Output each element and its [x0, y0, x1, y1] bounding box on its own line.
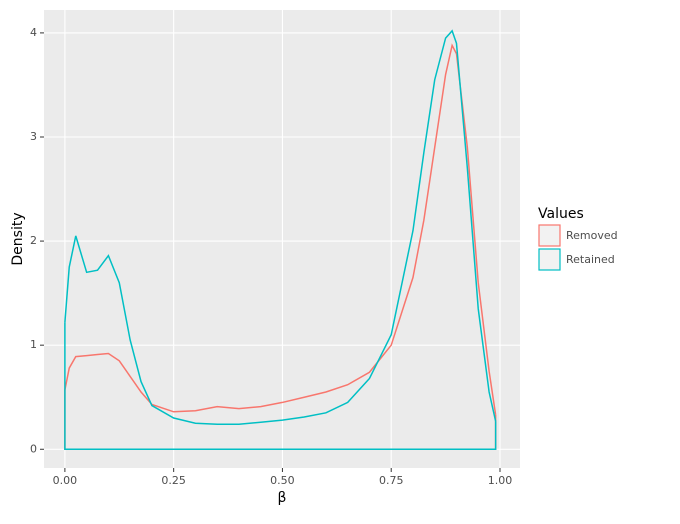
density-outline — [64, 322, 497, 451]
legend-label: Retained — [566, 253, 615, 266]
density-line — [64, 43, 497, 416]
x-tick-label: 0.00 — [53, 474, 78, 487]
y-tick-label: 4 — [30, 26, 37, 39]
y-tick-label: 1 — [30, 338, 37, 351]
legend-title: Values — [538, 206, 584, 222]
x-tick-label: 1.00 — [488, 474, 513, 487]
x-tick-label: 0.75 — [379, 474, 404, 487]
y-tick-label: 3 — [30, 130, 37, 143]
density-line — [64, 29, 497, 426]
x-axis-label: β — [278, 490, 287, 506]
legend-key — [538, 248, 561, 271]
y-tick-label: 2 — [30, 234, 37, 247]
y-axis-label: Density — [10, 212, 26, 265]
legend-key — [538, 224, 561, 247]
legend-label: Removed — [566, 229, 618, 242]
x-tick-label: 0.50 — [270, 474, 295, 487]
y-tick-label: 0 — [30, 442, 37, 455]
x-tick-label: 0.25 — [161, 474, 186, 487]
